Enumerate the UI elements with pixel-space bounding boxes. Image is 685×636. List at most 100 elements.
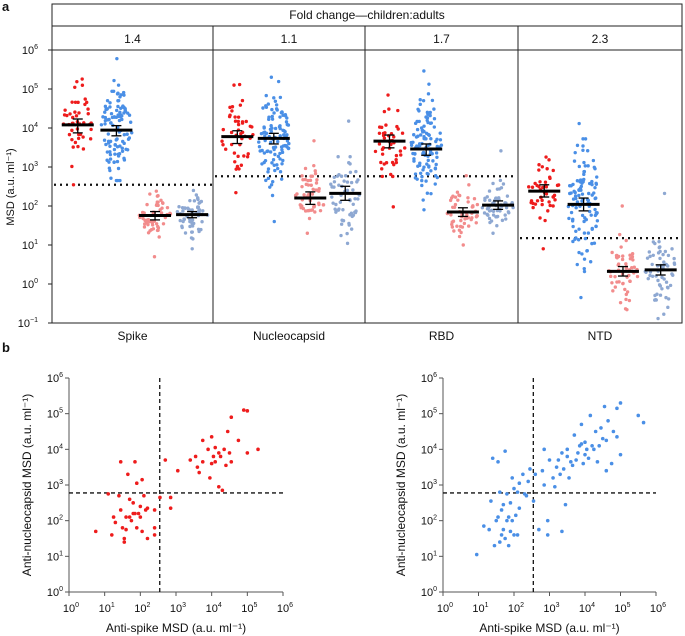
data-point — [71, 145, 75, 149]
x-tick-base: 10 — [277, 603, 289, 615]
y-tick-label-exp: 2 — [34, 200, 38, 207]
data-point — [146, 217, 151, 222]
scatter-point — [499, 533, 504, 537]
data-point — [621, 281, 625, 286]
scatter-point — [595, 460, 600, 464]
data-point — [236, 119, 241, 124]
data-point — [413, 176, 418, 180]
data-point — [571, 239, 575, 244]
data-point — [180, 224, 184, 228]
data-point — [246, 152, 250, 156]
data-point — [485, 212, 489, 217]
x-tick-label: 102 — [134, 602, 150, 615]
data-point — [420, 183, 424, 188]
data-point — [279, 177, 284, 181]
data-point — [159, 198, 163, 202]
scatter-point — [152, 533, 157, 537]
data-point — [574, 229, 578, 233]
x-tick-base: 10 — [63, 603, 75, 615]
panel-label-a: a — [2, 0, 10, 14]
data-point — [577, 193, 581, 198]
data-point — [309, 208, 314, 212]
data-point — [239, 163, 244, 167]
data-point — [78, 132, 83, 137]
data-point — [656, 316, 660, 321]
x-tick-label: 103 — [170, 602, 186, 615]
data-point — [270, 193, 275, 198]
data-point — [122, 156, 126, 161]
y-tick-label-exp: 3 — [34, 161, 38, 168]
data-point — [506, 210, 511, 214]
data-point — [373, 149, 378, 154]
data-point — [332, 175, 336, 179]
data-point — [386, 93, 390, 97]
data-point — [178, 218, 182, 223]
data-point — [278, 170, 283, 174]
data-point — [551, 204, 555, 208]
data-point — [666, 286, 670, 290]
data-point — [419, 126, 424, 130]
data-point — [278, 157, 282, 161]
data-point — [615, 256, 619, 260]
data-point — [332, 185, 336, 189]
data-point — [456, 198, 460, 202]
data-point — [581, 144, 585, 148]
data-point — [301, 206, 306, 211]
data-point — [435, 155, 439, 159]
scatter-point — [526, 479, 530, 484]
data-point — [286, 123, 291, 127]
category-label-ntd: NTD — [588, 329, 613, 343]
data-point — [630, 266, 634, 270]
data-point — [224, 147, 228, 151]
data-point — [582, 266, 586, 271]
data-point — [546, 209, 550, 213]
data-point — [541, 247, 545, 251]
data-point — [466, 200, 470, 204]
data-point — [245, 155, 250, 159]
data-point — [645, 256, 650, 260]
data-point — [613, 285, 618, 289]
scatter-point — [593, 429, 598, 434]
data-point — [421, 151, 425, 156]
data-point — [537, 184, 541, 189]
data-point — [353, 197, 357, 201]
data-point — [583, 164, 587, 168]
data-point — [339, 222, 344, 226]
y-tick-label-base: 10 — [22, 162, 34, 174]
scatter-point — [597, 443, 601, 448]
scatter-point — [579, 442, 584, 446]
data-point — [422, 124, 426, 128]
scatter-point — [551, 476, 555, 480]
data-point — [551, 195, 555, 199]
data-point — [400, 131, 405, 135]
scatter-point — [200, 438, 205, 443]
y-tick-base: 10 — [421, 551, 433, 563]
y-tick-label-exp: 4 — [34, 122, 38, 129]
data-point — [300, 184, 304, 189]
data-point — [234, 167, 238, 171]
data-point — [189, 236, 194, 240]
data-point — [341, 219, 346, 223]
data-point — [482, 211, 487, 215]
data-point — [657, 283, 662, 287]
data-point — [274, 107, 279, 111]
data-point — [422, 165, 426, 169]
data-point — [354, 169, 358, 174]
data-point — [112, 160, 116, 164]
data-point — [154, 189, 159, 193]
data-point — [86, 112, 90, 116]
data-point — [80, 83, 85, 87]
data-point — [312, 163, 316, 168]
scatter-point — [576, 451, 580, 455]
data-point — [237, 167, 241, 171]
data-point — [571, 224, 575, 229]
data-point — [540, 165, 545, 169]
y-tick-label-exp: −1 — [30, 317, 38, 324]
scatter-point — [542, 483, 546, 487]
data-point — [86, 107, 90, 111]
y-tick-base: 10 — [47, 480, 59, 492]
scatter-point — [127, 497, 132, 502]
data-point — [269, 75, 274, 79]
data-point — [579, 188, 583, 192]
